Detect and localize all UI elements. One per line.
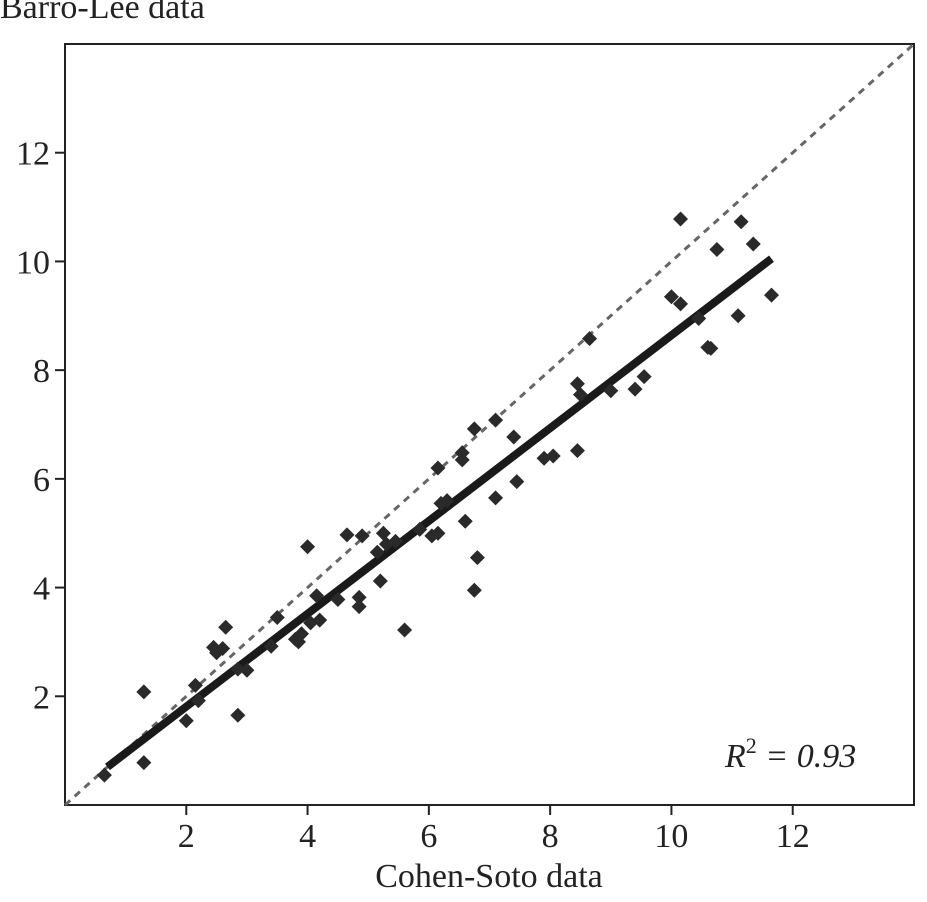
data-point: [488, 412, 504, 428]
y-axis-ticks: 2 4 6 8 10 12: [16, 136, 65, 716]
data-point: [239, 662, 255, 678]
data-point: [215, 640, 231, 656]
data-point: [506, 429, 522, 445]
y-tick-label: 6: [33, 462, 50, 499]
data-point: [309, 588, 325, 604]
fit-line: [105, 255, 774, 771]
data-point: [300, 539, 316, 555]
x-tick-label: 10: [654, 818, 688, 855]
data-point: [582, 331, 598, 347]
data-point: [569, 376, 585, 392]
data-point: [430, 525, 446, 541]
data-point: [457, 513, 473, 529]
data-point: [187, 677, 203, 693]
data-point: [703, 340, 719, 356]
x-axis-ticks: 2 4 6 8 10 12: [178, 805, 810, 855]
data-point: [466, 421, 482, 437]
data-point: [663, 289, 679, 305]
y-axis-title: Barro-Lee data: [0, 0, 205, 26]
data-point: [636, 369, 652, 385]
x-tick-label: 12: [776, 818, 810, 855]
y-tick-label: 4: [33, 571, 50, 608]
data-point: [673, 296, 689, 312]
data-point: [269, 609, 285, 625]
data-point: [627, 381, 643, 397]
data-points: [96, 211, 779, 783]
x-tick-label: 4: [299, 818, 316, 855]
data-point: [218, 619, 234, 635]
plot-frame: [64, 43, 915, 806]
data-point: [372, 573, 388, 589]
data-point: [730, 308, 746, 324]
data-point: [375, 525, 391, 541]
y-tick-label: 10: [16, 244, 50, 281]
x-tick-label: 8: [542, 818, 559, 855]
y-tick-label: 8: [33, 353, 50, 390]
data-point: [509, 474, 525, 490]
data-point: [488, 490, 504, 506]
data-point: [469, 550, 485, 566]
x-tick-label: 6: [420, 818, 437, 855]
reference-line-layer: [63, 42, 916, 807]
r-squared-annotation: R2 = 0.93: [724, 733, 856, 775]
r-squared-superscript: 2: [746, 733, 757, 758]
data-point: [136, 684, 152, 700]
data-point: [230, 707, 246, 723]
data-point: [136, 755, 152, 771]
data-point: [354, 528, 370, 544]
r-squared-value: = 0.93: [757, 738, 856, 775]
data-point: [733, 214, 749, 230]
x-axis-title: Cohen-Soto data: [375, 858, 603, 895]
data-point: [763, 287, 779, 303]
y-tick-label: 12: [16, 136, 50, 173]
data-point: [545, 448, 561, 464]
data-point: [369, 544, 385, 560]
data-point: [691, 311, 707, 327]
data-point: [190, 693, 206, 709]
data-point: [351, 599, 367, 615]
data-point: [397, 622, 413, 638]
data-point: [454, 445, 470, 461]
data-point: [745, 236, 761, 252]
data-point: [96, 767, 112, 783]
data-point: [572, 387, 588, 403]
r-squared-symbol: R: [724, 738, 746, 775]
data-point: [603, 383, 619, 399]
data-point: [388, 533, 404, 549]
reference-line-45deg: [63, 42, 916, 807]
data-point: [412, 521, 428, 537]
data-point: [339, 527, 355, 543]
data-point: [312, 612, 328, 628]
data-point: [330, 592, 346, 608]
data-point: [351, 589, 367, 605]
data-point: [466, 582, 482, 598]
y-tick-label: 2: [33, 679, 50, 716]
data-point: [230, 661, 246, 677]
data-point: [569, 443, 585, 459]
data-point: [709, 241, 725, 257]
data-point: [263, 638, 279, 654]
data-point: [178, 713, 194, 729]
x-tick-label: 2: [178, 818, 195, 855]
data-point: [439, 493, 455, 509]
data-point: [294, 626, 310, 642]
data-point: [673, 211, 689, 227]
data-point: [430, 460, 446, 476]
fit-line-layer: [105, 255, 774, 771]
